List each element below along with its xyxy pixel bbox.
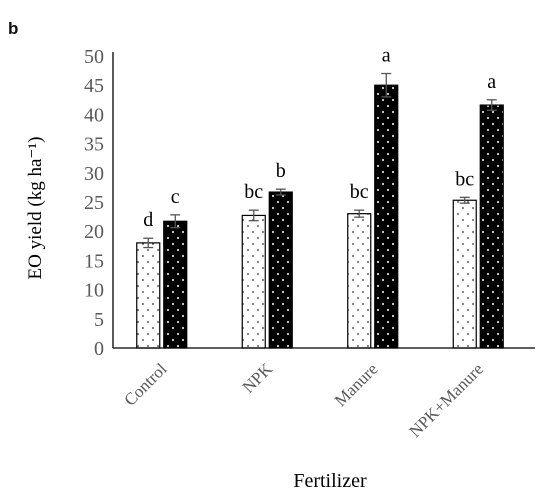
bar-control-s1 <box>136 242 161 349</box>
significance-label: c <box>171 186 180 208</box>
panel-label: b <box>8 19 18 38</box>
y-tick-label: 0 <box>94 338 104 360</box>
y-tick-label: 40 <box>84 104 104 126</box>
y-tick-label: 35 <box>84 134 104 156</box>
y-tick-label: 5 <box>94 309 104 331</box>
bar-npk-s1 <box>241 214 266 349</box>
bar-control-s2 <box>163 220 188 349</box>
x-axis-tick-labels: Control NPK Manure NPK+Manure <box>120 359 487 441</box>
x-tick-label: NPK+Manure <box>405 359 487 441</box>
y-tick-label: 45 <box>84 75 104 97</box>
significance-label: bc <box>350 181 369 203</box>
significance-label: d <box>143 209 153 231</box>
y-tick-label: 25 <box>84 192 104 214</box>
significance-label: bc <box>455 168 474 190</box>
bar-manure-s1 <box>347 213 372 349</box>
bar-npk-s2 <box>268 191 293 349</box>
bar-manure-s2 <box>374 84 399 349</box>
bar-npk-manure-s1 <box>452 199 477 349</box>
significance-label: a <box>382 45 391 67</box>
y-tick-label: 20 <box>84 221 104 243</box>
x-tick-label: NPK <box>239 359 277 397</box>
bar-npk-manure-s2 <box>479 104 504 349</box>
x-tick-label: Control <box>120 359 170 409</box>
x-tick-label: Manure <box>331 359 382 410</box>
y-tick-label: 50 <box>84 46 104 68</box>
y-tick-label: 10 <box>84 280 104 302</box>
y-axis-tick-labels: 0 5 10 15 20 25 30 35 40 45 50 <box>84 46 104 360</box>
significance-label: a <box>487 71 496 93</box>
y-tick-label: 15 <box>84 250 104 272</box>
y-axis-label: EO yield (kg ha⁻¹) <box>25 137 46 280</box>
significance-label: b <box>276 160 286 182</box>
y-tick-label: 30 <box>84 163 104 185</box>
x-axis-label: Fertilizer <box>293 470 367 492</box>
significance-label: bc <box>244 181 263 203</box>
